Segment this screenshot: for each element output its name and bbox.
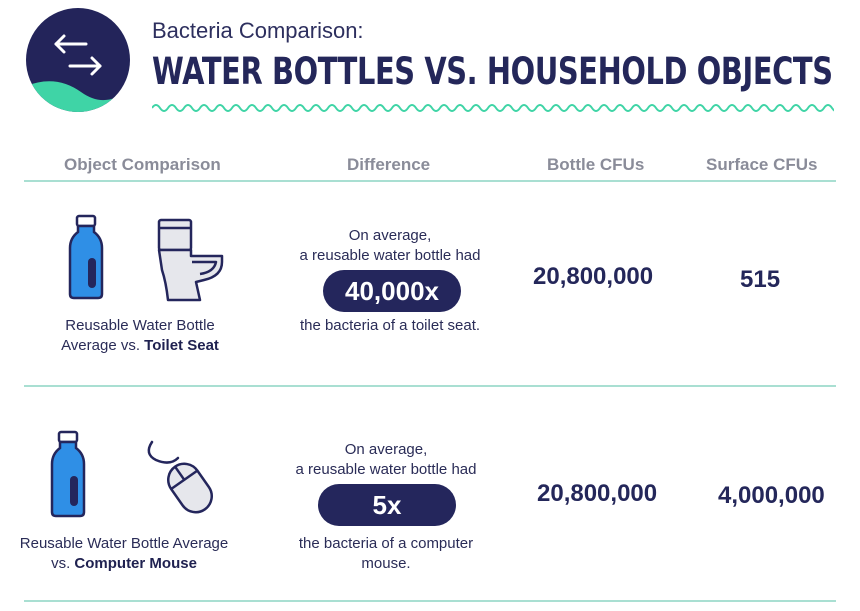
column-header-difference: Difference bbox=[347, 155, 431, 174]
difference-intro: On average, a reusable water bottle had bbox=[295, 441, 477, 478]
water-bottle-icon bbox=[68, 214, 104, 300]
compared-object-name: Toilet Seat bbox=[144, 337, 219, 354]
surface-cfus-value: 515 bbox=[740, 266, 781, 293]
wavy-divider bbox=[152, 104, 834, 112]
row-divider bbox=[24, 600, 836, 602]
logo-badge bbox=[26, 8, 130, 112]
column-header-object: Object Comparison bbox=[64, 155, 221, 174]
bottle-cfus-value: 20,800,000 bbox=[537, 480, 658, 507]
page-title: WATER BOTTLES VS. HOUSEHOLD OBJECTS bbox=[152, 50, 833, 93]
header-divider bbox=[24, 180, 836, 182]
column-header-surface-cfus: Surface CFUs bbox=[706, 155, 818, 174]
difference-outro: the bacteria of a computer mouse. bbox=[298, 535, 474, 572]
compared-object-name: Computer Mouse bbox=[74, 555, 197, 572]
computer-mouse-icon bbox=[147, 440, 213, 514]
difference-outro: the bacteria of a toilet seat. bbox=[299, 317, 481, 334]
multiplier-badge: 40,000x bbox=[323, 270, 461, 312]
surface-cfus-value: 4,000,000 bbox=[718, 482, 825, 509]
bottle-cfus-value: 20,800,000 bbox=[533, 263, 654, 290]
difference-intro: On average, a reusable water bottle had bbox=[299, 227, 481, 264]
water-bottle-icon bbox=[50, 430, 86, 518]
swap-arrows-icon bbox=[26, 34, 130, 112]
toilet-icon bbox=[157, 218, 224, 302]
comparison-caption: Reusable Water Bottle Average vs. Comput… bbox=[19, 535, 229, 572]
multiplier-badge: 5x bbox=[318, 484, 456, 526]
page-subtitle: Bacteria Comparison: bbox=[152, 18, 364, 43]
comparison-caption: Reusable Water Bottle Average vs. Toilet… bbox=[61, 317, 219, 354]
column-header-bottle-cfus: Bottle CFUs bbox=[547, 155, 645, 174]
row-divider bbox=[24, 385, 836, 387]
